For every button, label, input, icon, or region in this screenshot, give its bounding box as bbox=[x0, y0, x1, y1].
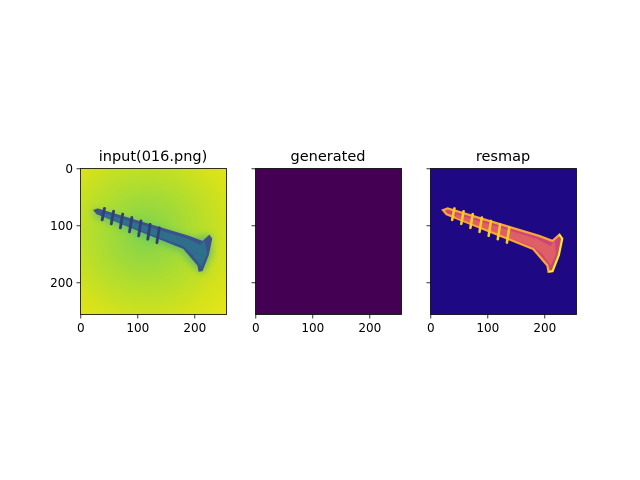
y-tick-label: 0 bbox=[65, 162, 73, 176]
x-tick-label: 100 bbox=[476, 321, 499, 335]
y-axis-resmap bbox=[426, 168, 431, 284]
x-axis-resmap: 0 100 200 bbox=[427, 314, 556, 335]
panel-title-generated: generated bbox=[291, 149, 366, 165]
x-tick-label: 0 bbox=[252, 321, 260, 335]
x-axis-input: 0 100 200 bbox=[77, 314, 206, 335]
x-tick-label: 100 bbox=[301, 321, 324, 335]
y-tick-label: 200 bbox=[50, 276, 73, 290]
x-tick-label: 0 bbox=[427, 321, 435, 335]
panel-generated: generated 0 100 200 bbox=[251, 149, 402, 335]
x-tick-label: 200 bbox=[183, 321, 206, 335]
image-generated bbox=[255, 168, 402, 315]
x-tick-label: 100 bbox=[126, 321, 149, 335]
y-axis-generated bbox=[251, 168, 256, 284]
image-resmap bbox=[430, 168, 577, 315]
x-tick-label: 200 bbox=[533, 321, 556, 335]
panel-resmap: resmap bbox=[426, 149, 577, 335]
x-tick-label: 0 bbox=[77, 321, 85, 335]
x-tick-label: 200 bbox=[358, 321, 381, 335]
panel-title-resmap: resmap bbox=[476, 149, 530, 165]
y-axis-input: 0 100 200 bbox=[50, 162, 81, 290]
panel-title-input: input(016.png) bbox=[99, 149, 208, 165]
x-axis-generated: 0 100 200 bbox=[252, 314, 381, 335]
panel-input: input(016.png) bbox=[50, 149, 227, 335]
y-tick-label: 100 bbox=[50, 219, 73, 233]
image-input bbox=[80, 168, 227, 315]
